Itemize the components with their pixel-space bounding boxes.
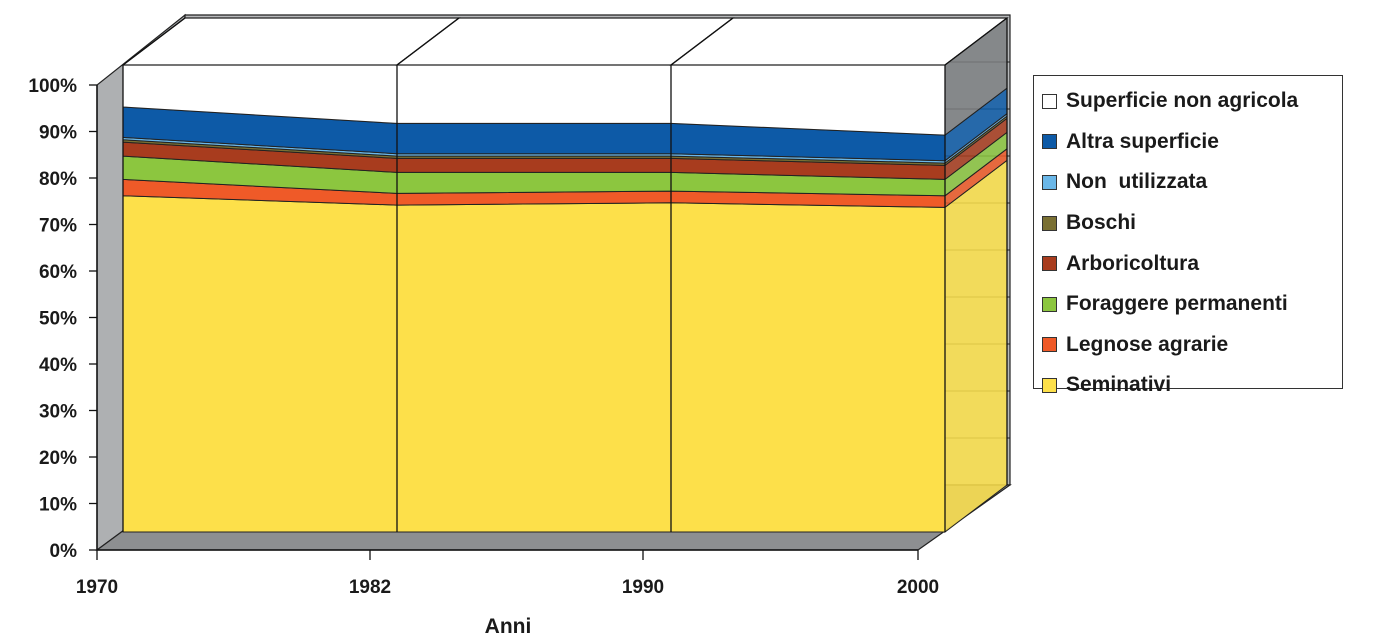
y-tick-label: 50% [39,309,77,330]
y-tick-label: 30% [39,402,77,423]
y-tick-label: 10% [39,495,77,516]
y-tick-label: 40% [39,355,77,376]
category-gridline-top [670,17,734,66]
y-tick-label: 70% [39,216,77,237]
area-series-1 [122,195,946,533]
legend-swatch [1042,174,1057,190]
legend-label: Arboricoltura [1066,251,1200,275]
legend-item: Altra superficie [1042,122,1342,163]
x-tick-label: 2000 [897,577,939,598]
legend-swatch [1042,215,1057,231]
y-tick-label: 90% [39,123,77,144]
category-gridline-top [122,17,186,66]
legend-swatch [1042,377,1057,393]
tick-labels: 0% 10% 20% 30% 40% 50% 60% 70% 80% 90% 100% 1970 198… [28,76,939,598]
axes [89,84,919,560]
y-tick-label: 100% [28,76,77,97]
y-tick-label: 0% [50,541,78,562]
legend-label: Seminativi [1066,373,1172,397]
category-gridline-top [396,17,460,66]
legend-label: Superficie non agricola [1066,89,1299,113]
legend-item: Foraggere permanenti [1042,284,1342,325]
category-gridlines [122,17,1008,532]
x-tick-label: 1982 [349,577,391,598]
x-axis-title: Anni [485,615,532,637]
legend-swatch [1042,337,1057,353]
area-series-group [121,16,1009,534]
legend-swatch [1042,296,1057,312]
legend-label: Non utilizzata [1066,170,1208,194]
legend-item: Non utilizzata [1042,162,1342,203]
legend-label: Foraggere permanenti [1066,292,1288,316]
legend-item: Superficie non agricola [1042,81,1342,122]
category-gridline-top [944,17,1008,66]
legend-swatch [1042,93,1057,109]
legend-item: Legnose agrarie [1042,325,1342,366]
legend-label: Altra superficie [1066,129,1219,153]
legend-label: Legnose agrarie [1066,332,1229,356]
legend: Superficie non agricola Altra superficie N… [1033,75,1343,396]
legend-item: Seminativi [1042,365,1342,406]
legend-item: Boschi [1042,203,1342,244]
y-tick-label: 60% [39,262,77,283]
legend-swatch [1042,134,1057,150]
legend-label: Boschi [1066,211,1137,235]
area-side-1 [944,159,1008,534]
legend-swatch [1042,256,1057,272]
x-tick-label: 1990 [622,577,664,598]
legend-item: Arboricoltura [1042,243,1342,284]
y-tick-label: 80% [39,169,77,190]
y-tick-label: 20% [39,448,77,469]
x-tick-label: 1970 [76,577,118,598]
